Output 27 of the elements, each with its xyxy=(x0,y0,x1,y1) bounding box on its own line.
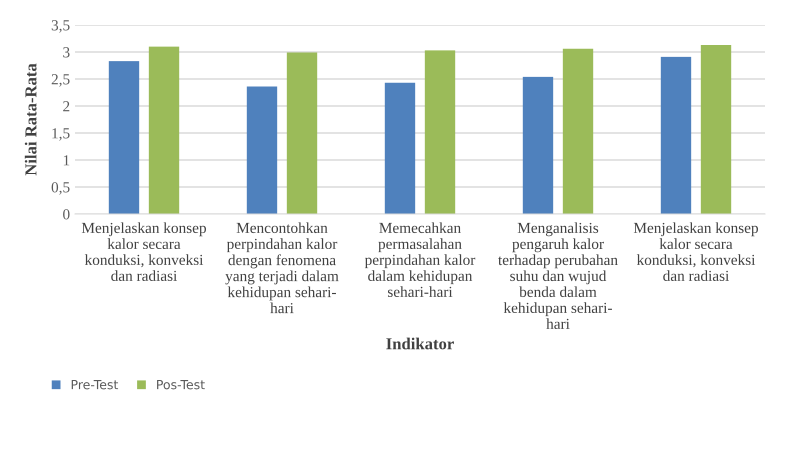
legend-label: Pos-Test xyxy=(157,380,205,390)
x-tick-label: Memecahkan permasalahan perpindahan kalor dalam kehidupan sehari-hari xyxy=(364,222,476,297)
bar xyxy=(148,46,180,214)
y-tick-label: 1 xyxy=(64,155,70,166)
bar xyxy=(700,44,732,214)
y-tick-label: 0 xyxy=(63,209,70,220)
x-tick-label: Menjelaskan konsep kalor secara konduksi, konveksi dan radiasi xyxy=(634,222,758,282)
bar xyxy=(522,76,554,214)
y-tick-label: 2,5 xyxy=(52,74,70,87)
bar xyxy=(286,52,318,214)
bar xyxy=(384,82,416,214)
bar xyxy=(108,61,140,214)
y-axis-title: Nilai Rata-Rata xyxy=(24,64,37,176)
bar xyxy=(424,50,456,214)
x-axis-title: Indikator xyxy=(386,338,454,350)
y-tick-label: 2 xyxy=(63,101,70,112)
y-tick-label: 3,5 xyxy=(52,20,70,33)
bar xyxy=(562,48,594,214)
y-tick-label: 1,5 xyxy=(52,128,70,141)
bar xyxy=(660,56,692,214)
x-tick-label: Menganalisis pengaruh kalor terhadap perubahan suhu dan wujud benda dalam kehidupan sehari- hari xyxy=(498,222,618,330)
y-tick-label: 0,5 xyxy=(52,182,70,195)
x-tick-label: Mencontohkan perpindahan kalor dengan fenomena yang terjadi dalam kehidupan sehari- hari xyxy=(225,222,339,314)
bar xyxy=(246,86,278,214)
legend-label: Pre-Test xyxy=(72,380,118,390)
x-tick-label: Menjelaskan konsep kalor secara konduksi, konveksi dan radiasi xyxy=(82,222,206,282)
y-tick-label: 3 xyxy=(63,47,70,58)
